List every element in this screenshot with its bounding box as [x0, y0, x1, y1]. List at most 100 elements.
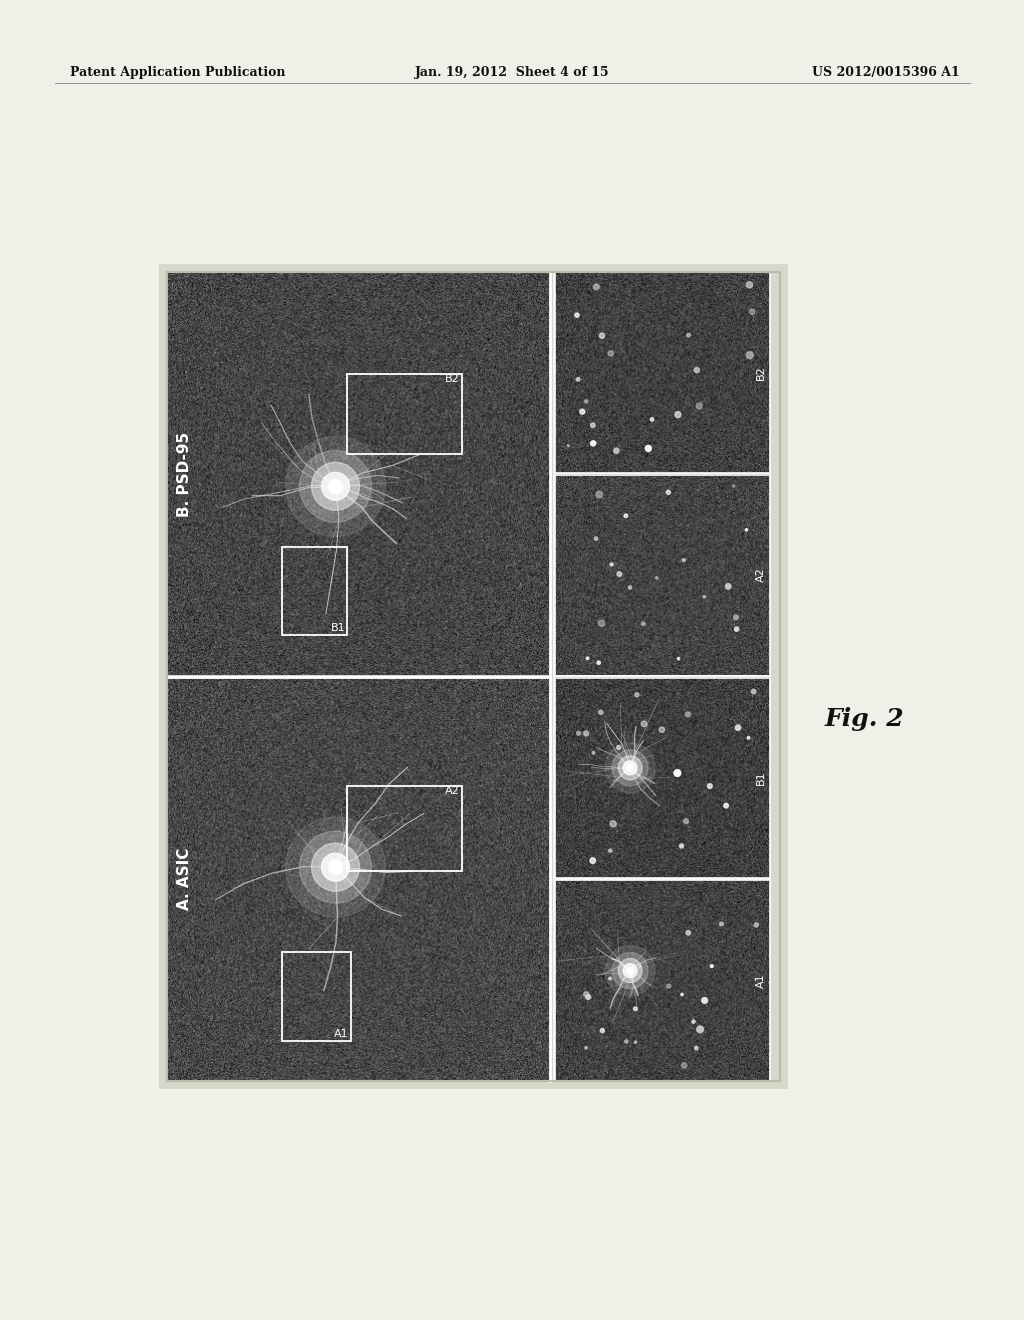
Bar	[159, 264, 788, 1089]
Circle shape	[594, 537, 598, 540]
Circle shape	[752, 689, 756, 694]
Circle shape	[596, 491, 602, 498]
Circle shape	[748, 737, 750, 739]
Circle shape	[703, 595, 706, 598]
Circle shape	[634, 1007, 637, 1011]
Circle shape	[618, 756, 642, 780]
Bar	[555, 880, 770, 1081]
Circle shape	[720, 923, 723, 925]
Circle shape	[685, 711, 690, 717]
Circle shape	[732, 484, 735, 487]
Circle shape	[577, 731, 581, 735]
Circle shape	[724, 804, 728, 808]
Circle shape	[629, 586, 632, 589]
Circle shape	[733, 615, 738, 619]
Bar	[282, 952, 351, 1040]
Text: Jan. 19, 2012  Sheet 4 of 15: Jan. 19, 2012 Sheet 4 of 15	[415, 66, 609, 79]
Circle shape	[678, 657, 680, 660]
Circle shape	[598, 620, 604, 627]
Circle shape	[708, 784, 713, 788]
Circle shape	[322, 473, 349, 500]
Text: A. ASIC: A. ASIC	[177, 847, 193, 911]
Text: B. PSD-95: B. PSD-95	[177, 432, 193, 517]
Bar	[167, 272, 780, 1081]
Circle shape	[686, 931, 690, 935]
Circle shape	[594, 284, 599, 289]
Circle shape	[584, 731, 589, 737]
Text: B1: B1	[756, 771, 766, 785]
Circle shape	[624, 760, 637, 775]
Circle shape	[711, 965, 713, 968]
Circle shape	[694, 367, 699, 372]
Circle shape	[684, 818, 688, 824]
Bar	[555, 272, 770, 473]
Circle shape	[694, 1047, 698, 1049]
Circle shape	[608, 977, 611, 979]
Bar	[555, 475, 770, 676]
Circle shape	[597, 661, 600, 664]
Text: US 2012/0015396 A1: US 2012/0015396 A1	[812, 66, 961, 79]
Circle shape	[329, 861, 342, 874]
Circle shape	[641, 721, 647, 727]
Circle shape	[299, 450, 372, 523]
Circle shape	[624, 964, 637, 978]
Circle shape	[605, 743, 655, 793]
Circle shape	[600, 1028, 604, 1032]
Circle shape	[681, 1063, 687, 1068]
Bar	[347, 374, 462, 454]
Circle shape	[735, 725, 740, 730]
Circle shape	[667, 490, 671, 495]
Circle shape	[608, 849, 612, 853]
Circle shape	[585, 1047, 587, 1049]
Circle shape	[674, 770, 681, 776]
Circle shape	[746, 281, 753, 288]
Text: A1: A1	[756, 973, 766, 987]
Circle shape	[680, 843, 683, 847]
Circle shape	[584, 991, 589, 997]
Circle shape	[299, 832, 372, 903]
Circle shape	[612, 750, 648, 785]
Circle shape	[617, 572, 622, 577]
Circle shape	[587, 657, 589, 660]
Circle shape	[667, 983, 671, 989]
Circle shape	[745, 529, 748, 531]
Circle shape	[650, 417, 653, 421]
Circle shape	[696, 1026, 703, 1032]
Circle shape	[701, 998, 708, 1003]
Circle shape	[286, 437, 385, 536]
Circle shape	[329, 479, 342, 494]
Text: Patent Application Publication: Patent Application Publication	[70, 66, 286, 79]
Circle shape	[612, 953, 648, 989]
Circle shape	[625, 1040, 628, 1043]
Text: Fig. 2: Fig. 2	[824, 708, 904, 731]
Circle shape	[645, 445, 651, 451]
Circle shape	[746, 351, 754, 359]
Bar	[347, 787, 462, 871]
Circle shape	[610, 562, 613, 566]
Circle shape	[574, 313, 580, 317]
Circle shape	[311, 843, 359, 891]
Circle shape	[577, 378, 580, 381]
Circle shape	[286, 817, 385, 917]
Circle shape	[592, 751, 595, 754]
Circle shape	[635, 693, 639, 697]
Bar	[282, 546, 347, 635]
Circle shape	[618, 958, 642, 982]
Bar	[555, 677, 770, 878]
Circle shape	[616, 746, 621, 750]
Circle shape	[634, 1041, 637, 1043]
Circle shape	[599, 333, 604, 338]
Circle shape	[322, 853, 349, 882]
Circle shape	[725, 583, 731, 589]
Circle shape	[624, 513, 628, 517]
Circle shape	[599, 710, 603, 714]
Circle shape	[641, 622, 645, 626]
Circle shape	[734, 627, 738, 631]
Circle shape	[681, 994, 683, 995]
Circle shape	[659, 727, 665, 733]
Circle shape	[675, 412, 681, 417]
Text: B2: B2	[756, 366, 766, 380]
Circle shape	[311, 462, 359, 511]
Text: A1: A1	[334, 1028, 349, 1039]
Circle shape	[610, 821, 616, 826]
